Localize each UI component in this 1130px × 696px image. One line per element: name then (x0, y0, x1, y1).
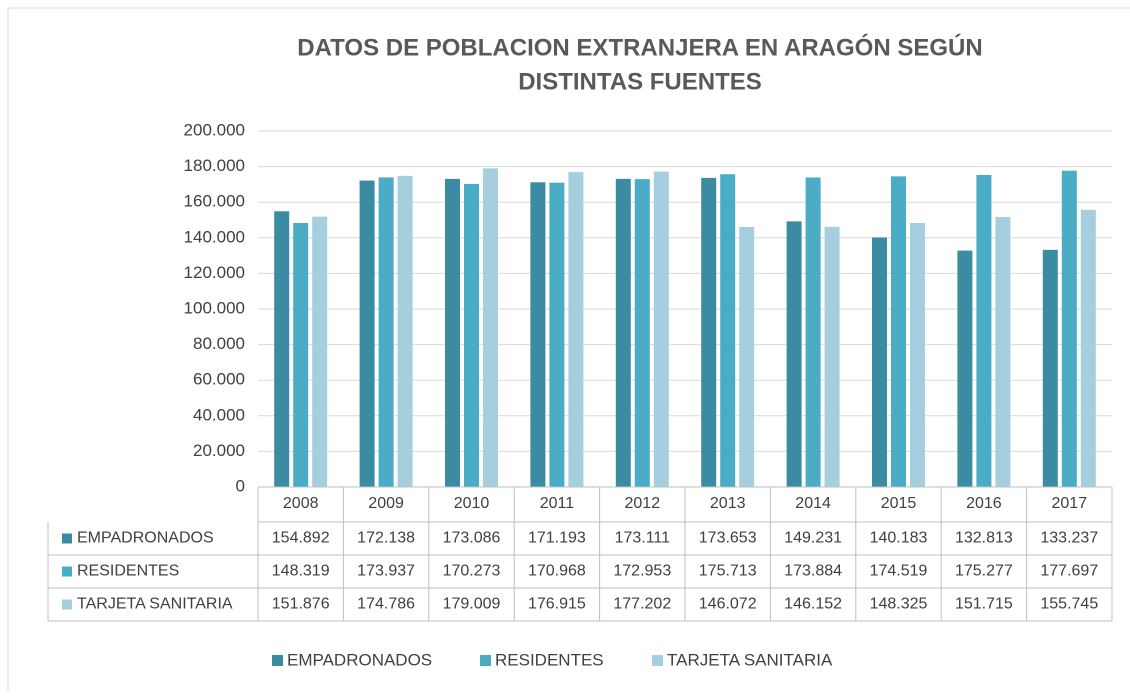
table-cell: 172.953 (613, 563, 671, 580)
table-cell: 176.915 (528, 596, 586, 613)
legend-swatch (652, 655, 663, 666)
table-cell: 172.138 (357, 530, 415, 547)
table-cell: 170.273 (443, 563, 501, 580)
x-tick-label: 2014 (795, 495, 831, 512)
y-tick-label: 60.000 (193, 370, 245, 389)
x-tick-label: 2011 (540, 495, 575, 512)
bar (568, 172, 584, 487)
bar (1061, 170, 1077, 487)
table-cell: 133.237 (1040, 530, 1098, 547)
bar (957, 250, 973, 487)
x-tick-label: 2013 (710, 495, 746, 512)
table-cell: 148.319 (272, 563, 330, 580)
bar (445, 178, 460, 487)
bar (976, 175, 992, 487)
bar (378, 177, 394, 487)
bar (805, 177, 821, 487)
legend-key (62, 599, 72, 610)
table-cell: 175.277 (955, 563, 1013, 580)
bar (1080, 209, 1096, 487)
bar (293, 222, 309, 487)
table-cell: 173.653 (699, 530, 757, 547)
y-tick-label: 100.000 (184, 298, 245, 317)
bar (720, 174, 736, 487)
bar (615, 178, 631, 487)
x-tick-label: 2017 (1052, 495, 1088, 512)
table-cell: 149.231 (784, 530, 842, 547)
y-tick-label: 80.000 (193, 334, 245, 353)
table-cell: 146.152 (784, 596, 842, 613)
table-cell: 146.072 (699, 596, 757, 613)
table-cell: 174.519 (870, 563, 928, 580)
y-tick-label: 160.000 (184, 192, 245, 211)
x-tick-label: 2010 (454, 495, 490, 512)
bar (910, 222, 925, 487)
table-cell: 155.745 (1040, 596, 1098, 613)
table-cell: 173.111 (615, 530, 671, 547)
y-tick-label: 200.000 (184, 120, 245, 139)
y-tick-label: 140.000 (184, 227, 245, 246)
bar (359, 180, 375, 487)
table-cell: 173.086 (443, 530, 501, 547)
table-cell: 148.325 (870, 596, 928, 613)
table-cell: 177.202 (613, 596, 671, 613)
x-tick-label: 2009 (368, 495, 404, 512)
row-label: EMPADRONADOS (77, 530, 214, 547)
table-cell: 179.009 (443, 596, 501, 613)
bar (274, 211, 290, 487)
bar (824, 226, 840, 488)
row-label: RESIDENTES (77, 563, 179, 580)
y-tick-label: 40.000 (193, 405, 245, 424)
row-label: TARJETA SANITARIA (77, 596, 233, 613)
legend-swatch (480, 655, 491, 666)
x-tick-label: 2012 (625, 495, 661, 512)
y-tick-label: 0 (236, 476, 245, 495)
bar (634, 179, 650, 487)
legend-label: EMPADRONADOS (287, 650, 432, 669)
y-tick-label: 180.000 (184, 156, 245, 175)
bar (739, 226, 755, 488)
bar (549, 182, 565, 488)
legend-label: TARJETA SANITARIA (667, 650, 833, 669)
chart-title: DISTINTAS FUENTES (518, 68, 762, 95)
bar (530, 182, 546, 487)
x-tick-label: 2015 (881, 495, 917, 512)
table-cell: 177.697 (1040, 563, 1098, 580)
bar (653, 171, 669, 487)
bar (312, 216, 328, 488)
bar (995, 216, 1011, 487)
table-cell: 132.813 (955, 530, 1013, 547)
bar (891, 176, 906, 487)
chart-title: DATOS DE POBLACION EXTRANJERA EN ARAGÓN … (297, 33, 982, 61)
legend-label: RESIDENTES (495, 650, 604, 669)
table-cell: 171.193 (528, 530, 586, 547)
table-cell: 170.968 (528, 563, 586, 580)
table-cell: 173.937 (357, 563, 415, 580)
table-cell: 140.183 (870, 530, 928, 547)
y-tick-label: 20.000 (193, 441, 245, 460)
legend-key (62, 566, 72, 577)
legend-key (62, 533, 72, 544)
bar (1042, 249, 1058, 487)
table-cell: 175.713 (699, 563, 757, 580)
x-tick-label: 2008 (283, 495, 319, 512)
bar (786, 221, 802, 487)
chart-frame (7, 7, 1130, 696)
y-tick-label: 120.000 (184, 263, 245, 282)
table-cell: 173.884 (784, 563, 842, 580)
bar (397, 175, 413, 487)
x-tick-label: 2016 (966, 495, 1002, 512)
table-cell: 174.786 (357, 596, 415, 613)
bar (701, 177, 717, 488)
bar (464, 183, 479, 487)
bar (872, 237, 887, 487)
table-cell: 154.892 (272, 530, 330, 547)
bar (483, 168, 498, 487)
table-cell: 151.715 (955, 596, 1013, 613)
legend-swatch (272, 655, 283, 666)
table-cell: 151.876 (272, 596, 330, 613)
